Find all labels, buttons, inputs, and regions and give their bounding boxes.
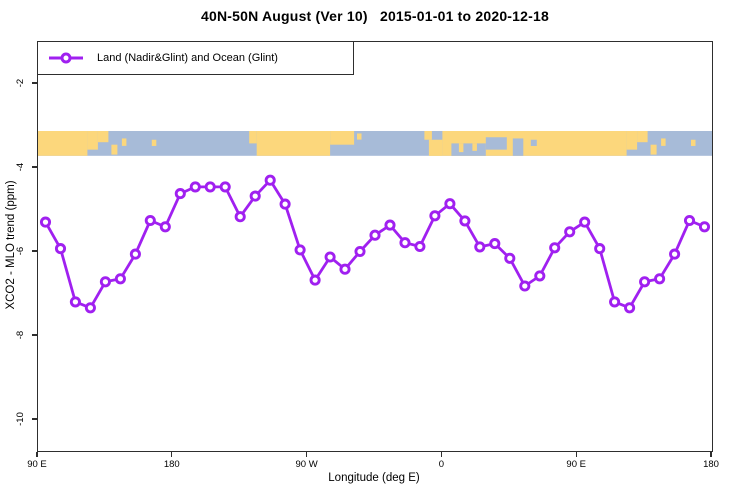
- land-segment: [650, 144, 657, 155]
- data-point: [249, 190, 261, 202]
- data-point: [444, 198, 456, 210]
- chart-title: 40N-50N August (Ver 10) 2015-01-01 to 20…: [201, 8, 549, 24]
- y-tick-mark: [32, 166, 37, 168]
- land-segment: [691, 139, 696, 146]
- data-point: [549, 242, 561, 254]
- land-segment: [661, 138, 666, 146]
- data-point: [369, 229, 381, 241]
- x-tick-mark: [305, 451, 308, 457]
- y-tick-label: -10: [14, 412, 26, 426]
- data-point: [639, 276, 651, 288]
- data-point: [429, 210, 441, 222]
- data-point: [534, 270, 546, 282]
- data-point: [683, 214, 696, 227]
- data-point: [324, 251, 336, 263]
- data-point: [698, 221, 711, 233]
- y-tick-label: -2: [14, 78, 26, 88]
- land-segment: [249, 131, 257, 144]
- land-segment: [111, 144, 118, 155]
- data-point: [354, 245, 366, 258]
- land-segment: [256, 131, 331, 156]
- data-point: [294, 244, 306, 256]
- land-segment: [458, 143, 464, 153]
- plot-area: [37, 41, 713, 452]
- data-point: [189, 181, 201, 193]
- data-point: [219, 181, 231, 193]
- data-point: [339, 263, 351, 275]
- legend-line-marker-icon: [49, 52, 83, 64]
- x-tick-label: 180: [703, 458, 719, 470]
- data-point: [159, 221, 171, 233]
- data-point: [504, 252, 516, 264]
- data-point: [54, 243, 67, 255]
- land-segment: [424, 131, 432, 140]
- land-segment: [121, 138, 127, 146]
- data-point: [84, 302, 96, 314]
- data-point: [654, 273, 666, 285]
- land-segment: [330, 131, 355, 145]
- land-segment: [357, 133, 362, 140]
- y-tick-mark: [32, 250, 37, 252]
- x-tick-mark: [710, 451, 712, 457]
- land-segment: [97, 131, 109, 143]
- land-segment: [637, 131, 648, 143]
- data-point: [174, 188, 186, 200]
- x-tick-label: 0: [438, 458, 445, 470]
- legend-label: Land (Nadir&Glint) and Ocean (Glint): [97, 52, 278, 64]
- data-point: [489, 238, 501, 250]
- land-segment: [151, 139, 157, 146]
- x-tick-mark: [575, 451, 577, 457]
- data-point: [624, 302, 636, 314]
- y-axis-title: XCO2 - MLO trend (ppm): [5, 180, 17, 310]
- data-point: [579, 216, 591, 228]
- land-segment: [38, 131, 88, 156]
- land-segment: [472, 143, 477, 151]
- y-tick-mark: [32, 334, 37, 336]
- data-point: [114, 273, 126, 285]
- series-line: [44, 178, 706, 310]
- land-segment: [428, 139, 443, 156]
- data-point: [204, 181, 216, 193]
- legend-box: Land (Nadir&Glint) and Ocean (Glint): [37, 41, 354, 75]
- y-tick-mark: [32, 82, 37, 84]
- ocean-segment: [530, 139, 537, 146]
- data-point: [129, 248, 141, 260]
- data-point: [99, 276, 111, 288]
- data-point: [69, 296, 81, 308]
- data-point: [144, 214, 156, 227]
- data-point: [39, 216, 52, 228]
- land-segment: [626, 131, 638, 150]
- data-point: [234, 211, 246, 223]
- data-point: [609, 296, 621, 308]
- x-tick-label: 90 E: [27, 458, 47, 470]
- x-tick-label: 90 W: [295, 458, 318, 470]
- x-tick-mark: [36, 451, 38, 457]
- x-axis-title: Longitude (deg E): [328, 472, 420, 484]
- data-point: [669, 248, 681, 260]
- data-point: [414, 240, 426, 253]
- data-point: [564, 226, 576, 238]
- x-tick-mark: [440, 451, 443, 457]
- data-point: [594, 243, 606, 255]
- data-series: [39, 174, 711, 314]
- data-point: [474, 241, 486, 253]
- data-point: [279, 198, 291, 210]
- y-tick-mark: [32, 418, 37, 420]
- data-point: [264, 174, 276, 186]
- data-point: [384, 219, 396, 231]
- ocean-segment: [485, 137, 507, 150]
- x-tick-label: 90 E: [566, 458, 586, 470]
- data-point: [459, 215, 471, 227]
- data-point: [309, 274, 321, 286]
- data-point: [399, 237, 411, 249]
- data-point: [519, 280, 531, 292]
- x-tick-mark: [171, 451, 173, 457]
- world-map-band: [38, 131, 712, 156]
- land-segment: [87, 131, 98, 150]
- x-tick-label: 180: [163, 458, 180, 470]
- ocean-segment: [512, 138, 524, 156]
